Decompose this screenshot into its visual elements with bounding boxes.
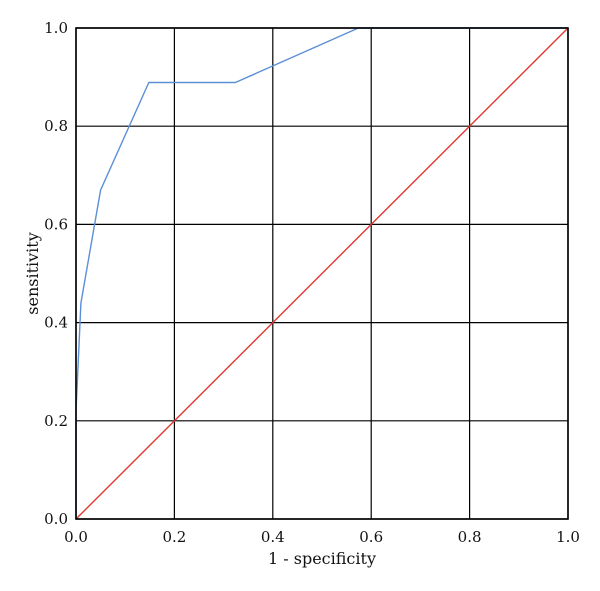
reference-diagonal-line <box>75 27 569 520</box>
x-tick-label: 1.0 <box>556 528 580 546</box>
series-layer <box>75 27 569 520</box>
y-tick-label: 0.4 <box>44 314 68 332</box>
y-tick-label: 0.6 <box>44 215 68 233</box>
x-tick-label: 0.2 <box>162 528 186 546</box>
y-tick-label: 1.0 <box>44 19 68 37</box>
y-tick-label: 0.2 <box>44 412 68 430</box>
y-tick-label: 0.0 <box>44 510 68 528</box>
x-axis-title: 1 - specificity <box>268 549 376 568</box>
roc-curve-line <box>75 27 568 519</box>
y-tick-label: 0.8 <box>44 117 68 135</box>
y-axis-title: sensitivity <box>23 232 42 314</box>
x-tick-label: 0.0 <box>64 528 88 546</box>
x-tick-label: 0.4 <box>261 528 285 546</box>
x-tick-labels: 0.0 0.2 0.4 0.6 0.8 1.0 <box>64 528 580 546</box>
x-tick-label: 0.8 <box>458 528 482 546</box>
y-tick-labels: 0.0 0.2 0.4 0.6 0.8 1.0 <box>44 19 68 528</box>
plot-frame <box>75 27 569 520</box>
x-tick-label: 0.6 <box>359 528 383 546</box>
